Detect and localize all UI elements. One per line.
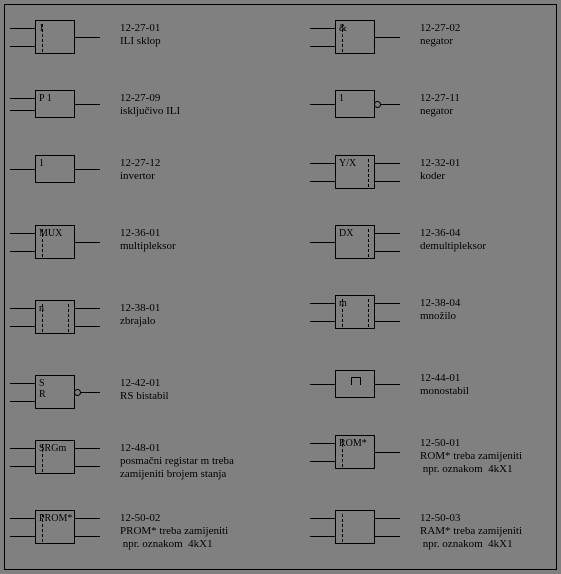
gate-label: S R	[39, 378, 46, 400]
gate-box: Y/X	[335, 155, 375, 189]
gate-box: SRGm	[35, 440, 75, 474]
symbol-name: RAM* treba zamijeniti npr. oznakom 4kX1	[420, 525, 522, 551]
symbol-caption: 12-36-04demultipleksor	[420, 227, 486, 253]
symbol-code: 12-50-03	[420, 512, 522, 525]
symbol-caption: 12-27-12invertor	[120, 157, 160, 183]
symbol-prom: PROM* 12-50-02PROM* treba zamijeniti npr.…	[0, 510, 260, 560]
symbol-caption: 12-27-11negator	[420, 92, 460, 118]
symbol-name: isključivo ILI	[120, 105, 180, 118]
symbol-caption: 12-27-09isključivo ILI	[120, 92, 180, 118]
symbol-code: 12-27-11	[420, 92, 460, 105]
symbol-caption: 12-36-01multipleksor	[120, 227, 176, 253]
symbol-srg: SRGm 12-48-01posmačni registar m treba za…	[0, 440, 260, 490]
gate-box: 1	[35, 155, 75, 183]
symbol-caption: 12-50-01ROM* treba zamijeniti npr. oznak…	[420, 437, 522, 476]
inversion-bubble	[74, 389, 81, 396]
gate-box: m	[335, 295, 375, 329]
symbol-name: množilo	[420, 310, 460, 323]
symbol-name: demultipleksor	[420, 240, 486, 253]
symbol-code: 12-38-04	[420, 297, 460, 310]
symbol-code: 12-50-02	[120, 512, 228, 525]
symbol-code: 12-42-01	[120, 377, 169, 390]
symbol-code: 12-27-02	[420, 22, 460, 35]
symbol-name: ROM* treba zamijeniti npr. oznakom 4kX1	[420, 450, 522, 476]
symbol-code: 12-36-04	[420, 227, 486, 240]
gate-box	[335, 370, 375, 398]
symbol-code: 12-27-12	[120, 157, 160, 170]
symbol-name: invertor	[120, 170, 160, 183]
symbol-rom: ROM* 12-50-01ROM* treba zamijeniti npr. o…	[300, 435, 560, 485]
symbol-or: 1 12-27-01ILI sklop	[0, 20, 260, 70]
symbol-name: negator	[420, 105, 460, 118]
symbol-and: & 12-27-02negator	[300, 20, 560, 70]
symbol-rs: S R 12-42-01RS bistabil	[0, 375, 260, 425]
symbol-caption: 12-27-02negator	[420, 22, 460, 48]
gate-label: SRGm	[39, 443, 66, 454]
symbol-code: 12-27-01	[120, 22, 161, 35]
symbol-not: 1 12-27-11negator	[300, 90, 560, 140]
gate-box: 1	[335, 90, 375, 118]
symbol-mul: m 12-38-04množilo	[300, 295, 560, 345]
gate-box: MUX	[35, 225, 75, 259]
symbol-name: ILI sklop	[120, 35, 161, 48]
symbol-code: 12-50-01	[420, 437, 522, 450]
symbol-add: n 12-38-01zbrajalo	[0, 300, 260, 350]
symbol-code: 12-38-01	[120, 302, 160, 315]
gate-label: 1	[339, 93, 344, 104]
symbol-caption: 12-38-04množilo	[420, 297, 460, 323]
symbol-name: RS bistabil	[120, 390, 169, 403]
gate-box: P 1	[35, 90, 75, 118]
symbol-caption: 12-42-01RS bistabil	[120, 377, 169, 403]
symbol-caption: 12-27-01ILI sklop	[120, 22, 161, 48]
symbol-caption: 12-48-01posmačni registar m treba zamije…	[120, 442, 234, 481]
symbol-name: zbrajalo	[120, 315, 160, 328]
symbol-name: monostabil	[420, 385, 469, 398]
gate-label: ROM*	[339, 438, 367, 449]
gate-label: Y/X	[339, 158, 356, 169]
symbol-code: 12-27-09	[120, 92, 180, 105]
gate-label: P 1	[39, 93, 52, 104]
symbol-code: 12-36-01	[120, 227, 176, 240]
gate-box: DX	[335, 225, 375, 259]
gate-box: PROM*	[35, 510, 75, 544]
symbol-code: 12-32-01	[420, 157, 460, 170]
gate-label: DX	[339, 228, 353, 239]
gate-label: PROM*	[39, 513, 72, 524]
symbol-name: koder	[420, 170, 460, 183]
symbol-name: multipleksor	[120, 240, 176, 253]
symbol-name: negator	[420, 35, 460, 48]
gate-box	[335, 510, 375, 544]
symbol-name: PROM* treba zamijeniti npr. oznakom 4kX1	[120, 525, 228, 551]
gate-box: 1	[35, 20, 75, 54]
symbol-caption: 12-50-02PROM* treba zamijeniti npr. ozna…	[120, 512, 228, 551]
symbol-koder: Y/X 12-32-01koder	[300, 155, 560, 205]
symbol-caption: 12-44-01monostabil	[420, 372, 469, 398]
symbol-dmx: DX 12-36-04demultipleksor	[300, 225, 560, 275]
gate-box: &	[335, 20, 375, 54]
symbol-ram: 12-50-03RAM* treba zamijeniti npr. oznak…	[300, 510, 560, 560]
inversion-bubble	[374, 101, 381, 108]
symbol-caption: 12-32-01koder	[420, 157, 460, 183]
gate-box: S R	[35, 375, 75, 409]
symbol-code: 12-44-01	[420, 372, 469, 385]
symbol-name: posmačni registar m treba zamijeniti bro…	[120, 455, 234, 481]
gate-label: 1	[39, 158, 44, 169]
symbol-caption: 12-50-03RAM* treba zamijeniti npr. oznak…	[420, 512, 522, 551]
symbol-xor: P 1 12-27-09isključivo ILI	[0, 90, 260, 140]
symbol-mono: 12-44-01monostabil	[300, 370, 560, 420]
pulse-icon	[351, 377, 361, 385]
symbol-inv: 1 12-27-12invertor	[0, 155, 260, 205]
gate-box: ROM*	[335, 435, 375, 469]
symbol-mux: MUX 12-36-01multipleksor	[0, 225, 260, 275]
gate-box: n	[35, 300, 75, 334]
symbol-caption: 12-38-01zbrajalo	[120, 302, 160, 328]
symbol-code: 12-48-01	[120, 442, 234, 455]
